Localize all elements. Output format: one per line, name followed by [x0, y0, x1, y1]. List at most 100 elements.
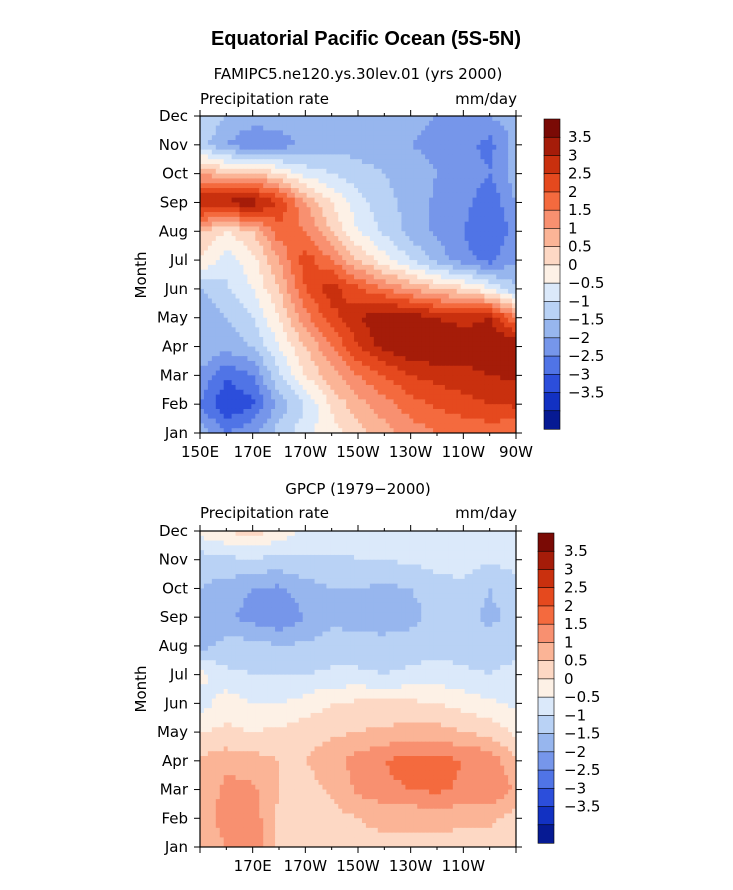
contour-cell: [330, 231, 335, 237]
contour-cell: [294, 389, 300, 396]
contour-cell: [271, 168, 276, 175]
contour-cell: [492, 197, 497, 204]
contour-cell: [318, 375, 324, 381]
contour-cell: [464, 264, 470, 271]
contour-cell: [440, 356, 446, 362]
contour-cell: [397, 274, 403, 280]
contour-cell: [460, 264, 466, 271]
contour-cell: [219, 149, 225, 156]
contour-cell: [369, 236, 375, 242]
contour-cell: [365, 250, 371, 256]
contour-cell: [211, 245, 217, 252]
contour-cell: [460, 164, 466, 170]
contour-cell: [488, 202, 493, 208]
contour-cell: [496, 116, 501, 122]
contour-cell: [393, 140, 399, 146]
contour-cell: [279, 341, 284, 348]
contour-cell: [211, 125, 217, 132]
contour-cell: [448, 130, 454, 136]
contour-cell: [215, 240, 221, 247]
contour-cell: [358, 341, 363, 348]
contour-cell: [275, 140, 280, 146]
contour-cell: [223, 264, 229, 271]
contour-cell: [354, 389, 359, 396]
contour-cell: [405, 389, 410, 396]
contour-cell: [460, 116, 466, 122]
contour-cell: [275, 404, 280, 410]
contour-cell: [211, 312, 217, 319]
contour-cell: [480, 178, 485, 184]
contour-cell: [377, 207, 383, 213]
contour-cell: [397, 221, 403, 228]
contour-cell: [322, 380, 327, 386]
contour-cell: [433, 236, 438, 242]
contour-cell: [223, 159, 229, 165]
contour-cell: [290, 279, 296, 285]
contour-cell: [456, 279, 462, 285]
contour-cell: [409, 332, 414, 338]
contour-cell: [318, 322, 324, 328]
contour-cell: [393, 212, 399, 218]
contour-cell: [500, 164, 505, 170]
contour-cell: [251, 116, 256, 122]
contour-cell: [500, 274, 505, 280]
contour-cell: [460, 260, 466, 266]
contour-cell: [263, 322, 268, 328]
contour-cell: [397, 284, 403, 290]
contour-cell: [298, 404, 304, 410]
contour-cell: [342, 351, 347, 357]
contour-cell: [448, 284, 454, 290]
contour-cell: [437, 130, 442, 136]
contour-cell: [330, 389, 335, 396]
contour-cell: [405, 360, 410, 367]
contour-cell: [421, 212, 426, 218]
contour-cell: [472, 394, 478, 400]
contour-cell: [255, 293, 260, 300]
contour-cell: [421, 269, 426, 276]
contour-cell: [488, 365, 493, 372]
contour-cell: [389, 154, 395, 160]
contour-cell: [452, 207, 458, 213]
contour-cell: [488, 154, 493, 160]
contour-cell: [460, 216, 466, 223]
contour-cell: [211, 192, 217, 199]
contour-cell: [409, 269, 414, 276]
contour-cell: [488, 231, 493, 237]
contour-cell: [354, 221, 359, 228]
contour-cell: [413, 192, 418, 199]
contour-cell: [484, 332, 489, 338]
contour-cell: [373, 408, 379, 415]
contour-cell: [338, 298, 343, 304]
contour-cell: [290, 327, 296, 333]
contour-cell: [476, 341, 482, 348]
contour-cell: [508, 327, 513, 333]
contour-cell: [433, 260, 438, 266]
contour-cell: [369, 370, 375, 376]
contour-cell: [456, 226, 462, 232]
contour-cell: [468, 404, 474, 410]
contour-cell: [271, 164, 276, 170]
contour-cell: [235, 308, 241, 314]
contour-cell: [279, 216, 284, 223]
contour-cell: [235, 173, 241, 180]
contour-cell: [223, 404, 229, 410]
contour-cell: [464, 120, 470, 127]
contour-cell: [259, 168, 264, 175]
contour-cell: [259, 360, 264, 367]
contour-cell: [508, 188, 513, 194]
contour-cell: [263, 154, 268, 160]
contour-cell: [290, 164, 296, 170]
contour-cell: [338, 226, 343, 232]
contour-cell: [468, 284, 474, 290]
contour-cell: [330, 202, 335, 208]
contour-cell: [215, 288, 221, 295]
contour-cell: [219, 240, 225, 247]
contour-cell: [496, 356, 501, 362]
contour-cell: [365, 144, 371, 151]
contour-cell: [385, 188, 391, 194]
contour-cell: [251, 207, 256, 213]
contour-cell: [480, 216, 485, 223]
contour-cell: [504, 365, 509, 372]
contour-cell: [358, 144, 363, 151]
contour-cell: [508, 154, 513, 160]
